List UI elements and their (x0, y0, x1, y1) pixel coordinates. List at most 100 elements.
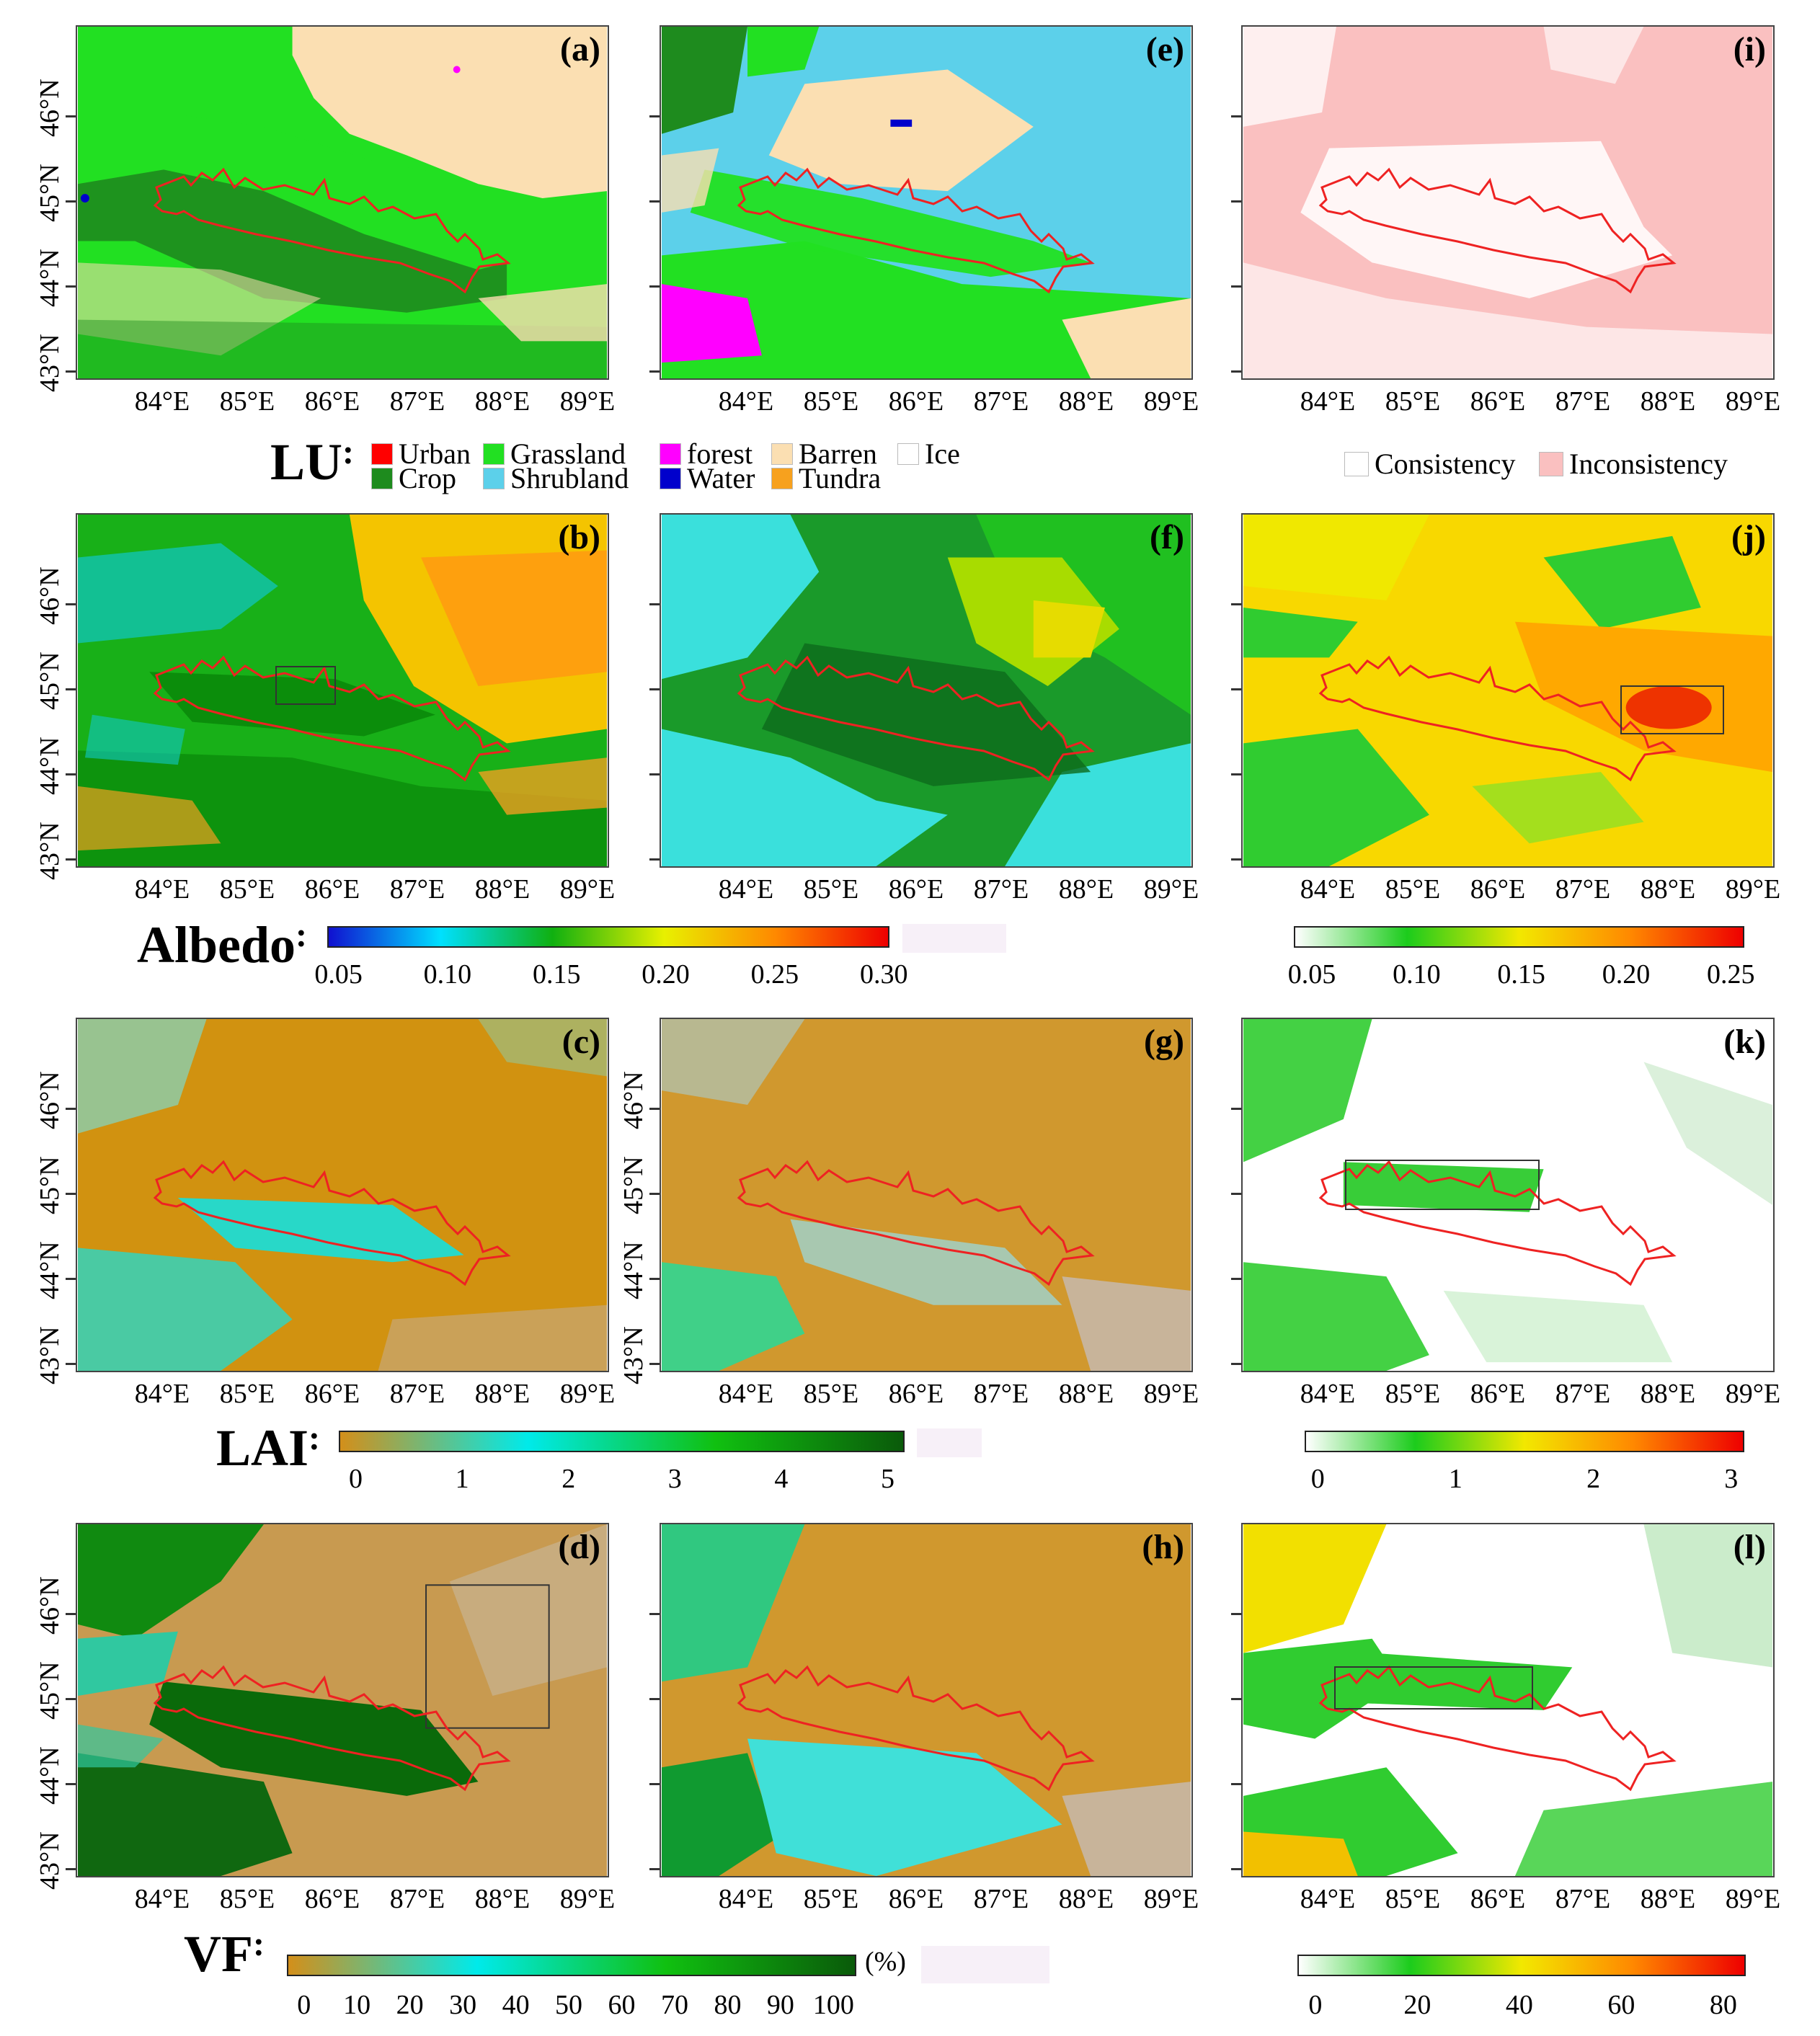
map-panel-c: (c) (76, 1018, 609, 1372)
lat-tick-mark (1231, 200, 1241, 203)
lat-tick-label: 43°N (35, 1326, 65, 1384)
lon-tick-label: 86°E (1470, 874, 1526, 904)
panel-r3c2-x-axis: 84°E 85°E 86°E 87°E 88°E 89°E (1241, 1883, 1780, 1919)
lon-tick-label: 87°E (389, 874, 445, 904)
consistency-legend-item: Inconsistency (1539, 447, 1728, 481)
lon-tick-label: 85°E (1385, 874, 1441, 904)
colorbar-tick-label: 60 (1607, 1990, 1635, 2020)
lat-tick-label: 46°N (618, 1071, 649, 1129)
colorbar-tick-label: 20 (396, 1990, 424, 2020)
lu-swatch (371, 443, 393, 465)
lon-tick-label: 84°E (1300, 874, 1356, 904)
lon-tick-label: 87°E (389, 1884, 445, 1914)
lon-tick-label: 85°E (1385, 1379, 1441, 1409)
vf-blank-box (921, 1946, 1049, 1983)
albedo-map-f (662, 515, 1191, 866)
lat-tick-mark (649, 773, 660, 775)
lat-tick-mark (1231, 1278, 1241, 1280)
lat-tick-mark (66, 1698, 76, 1700)
lai-blank-box (917, 1428, 982, 1457)
lat-tick-label: 44°N (35, 1241, 65, 1299)
lu-label: Crop (399, 462, 456, 494)
lon-tick-label: 86°E (1470, 1379, 1526, 1409)
lon-tick-label: 88°E (474, 874, 531, 904)
lu-legend-item: Tundra (771, 461, 881, 495)
panel-label-f: (f) (1150, 518, 1184, 556)
map-panel-a: (a) (76, 25, 609, 380)
lat-tick-mark (66, 1363, 76, 1365)
lon-tick-label: 84°E (718, 1379, 774, 1409)
panel-r2c1-y-axis: 46°N 45°N 44°N 43°N (612, 1018, 660, 1384)
map-panel-h: (h) (660, 1523, 1193, 1877)
consistency-label: Inconsistency (1569, 448, 1728, 480)
lat-tick-mark (1231, 115, 1241, 117)
vf-diff-colorbar (1297, 1955, 1746, 1976)
lat-tick-label: 46°N (35, 79, 65, 137)
lat-tick-mark (66, 1108, 76, 1110)
colorbar-tick-label: 10 (343, 1990, 371, 2020)
lat-tick-label: 44°N (35, 249, 65, 307)
lon-tick-label: 84°E (718, 1884, 774, 1914)
lon-tick-label: 89°E (559, 1379, 616, 1409)
albedo-diff-colorbar (1294, 926, 1744, 948)
lu-label: Grassland (510, 437, 626, 470)
lon-tick-label: 89°E (559, 1884, 616, 1914)
panel-r3c1-x-axis: 84°E 85°E 86°E 87°E 88°E 89°E (660, 1883, 1199, 1919)
lon-tick-label: 88°E (1640, 1379, 1696, 1409)
colorbar-tick-label: 20 (1403, 1990, 1431, 2020)
lon-tick-label: 87°E (1555, 874, 1611, 904)
colorbar-tick-label: 0.15 (1497, 959, 1545, 990)
lon-tick-label: 86°E (888, 1884, 944, 1914)
lu-legend-item: Urban (371, 437, 471, 471)
panel-r1c2-y-axis (1194, 513, 1241, 868)
lon-tick-label: 85°E (803, 386, 859, 417)
vf-colon: : (252, 1925, 265, 1963)
lu-swatch (897, 443, 919, 465)
lai-colon: : (308, 1419, 321, 1457)
colorbar-tick-label: 0 (297, 1990, 311, 2020)
lon-tick-label: 89°E (1143, 1884, 1199, 1914)
panel-r1c1-y-axis (612, 513, 660, 868)
map-panel-e: (e) (660, 25, 1193, 380)
lon-tick-label: 87°E (973, 1884, 1029, 1914)
lat-tick-mark (649, 1868, 660, 1870)
panel-r3c2-y-axis (1194, 1523, 1241, 1877)
panel-r2c0-x-axis: 84°E 85°E 86°E 87°E 88°E 89°E (76, 1378, 615, 1414)
lat-tick-mark (649, 1698, 660, 1700)
lu-legend-item: forest (660, 437, 753, 471)
lon-tick-label: 89°E (1725, 1379, 1781, 1409)
vf-unit-label: (%) (865, 1947, 906, 1977)
colorbar-tick-label: 40 (1505, 1990, 1533, 2020)
lu-legend-item: Barren (771, 437, 877, 471)
map-panel-g: (g) (660, 1018, 1193, 1372)
panel-r1c0-y-axis: 46°N 45°N 44°N 43°N (28, 513, 76, 880)
map-panel-b: (b) (76, 513, 609, 868)
lon-tick-label: 84°E (134, 1884, 190, 1914)
lon-tick-label: 87°E (973, 874, 1029, 904)
lon-tick-label: 86°E (304, 1379, 360, 1409)
lat-tick-label: 45°N (35, 1661, 65, 1720)
lon-tick-label: 86°E (1470, 386, 1526, 417)
lu-legend-item: Crop (371, 461, 456, 495)
lon-tick-label: 86°E (888, 386, 944, 417)
colorbar-tick-label: 0.15 (532, 959, 581, 990)
panel-r2c2-y-axis (1194, 1018, 1241, 1372)
vf-diff-colorbar-ticks: 0 20 40 60 80 (1297, 1989, 1746, 2022)
lu-label: Water (687, 462, 755, 494)
panel-r0c0-x-axis: 84°E 85°E 86°E 87°E 88°E 89°E (76, 386, 615, 422)
lu-swatch (660, 467, 681, 489)
panel-r0c1-y-axis (612, 25, 660, 380)
lat-tick-label: 43°N (35, 822, 65, 880)
colorbar-tick-label: 4 (774, 1464, 789, 1494)
consistency-label: Consistency (1375, 448, 1516, 480)
map-panel-k: (k) (1241, 1018, 1775, 1372)
panel-label-d: (d) (558, 1528, 600, 1566)
lu-label: forest (687, 437, 753, 470)
lon-tick-label: 88°E (474, 386, 531, 417)
lat-tick-mark (1231, 688, 1241, 690)
lon-tick-label: 87°E (1555, 1884, 1611, 1914)
panel-r1c2-x-axis: 84°E 85°E 86°E 87°E 88°E 89°E (1241, 873, 1780, 910)
albedo-diff-map-j (1243, 515, 1772, 866)
colorbar-tick-label: 0.05 (1287, 959, 1336, 990)
lon-tick-label: 85°E (219, 1884, 275, 1914)
